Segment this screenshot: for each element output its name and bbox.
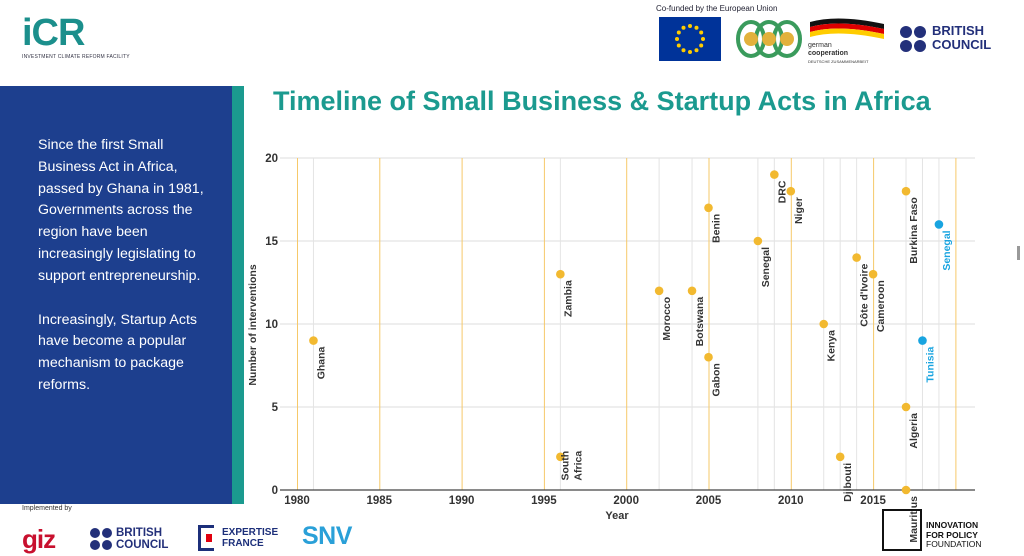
data-point: [901, 186, 911, 196]
british-council-footer-logo: BRITISH COUNCIL: [90, 526, 190, 554]
german-coop-line-1: german: [808, 42, 832, 49]
acp-logo: [735, 16, 803, 62]
snv-logo: SNV: [302, 522, 352, 550]
data-point: [654, 286, 664, 296]
data-point: [868, 269, 878, 279]
innovation-for-policy-logo: INNOVATION FOR POLICY FOUNDATION: [882, 509, 1002, 555]
y-tick-label: 5: [272, 402, 279, 414]
data-label: Botswana: [694, 297, 706, 347]
eu-flag-logo: [659, 17, 721, 61]
data-label: Tunisia: [924, 346, 936, 382]
data-label: Africa: [572, 451, 584, 481]
german-flag-icon: [810, 18, 884, 39]
eu-stars-icon: [675, 24, 705, 54]
data-point: [835, 452, 845, 462]
data-point: [753, 236, 763, 246]
data-point: [704, 203, 713, 213]
data-label: Senegal: [941, 230, 953, 270]
y-tick-label: 15: [265, 236, 278, 248]
data-label: DRC: [776, 180, 788, 203]
data-point: [819, 319, 829, 329]
scrollbar-thumb[interactable]: [1017, 246, 1020, 260]
y-tick-label: 20: [265, 153, 278, 165]
sidebar-panel: [0, 86, 232, 504]
ipf-square-icon: [882, 509, 922, 551]
expertise-france-line-1: EXPERTISE: [222, 527, 279, 538]
ipf-line-3: FOUNDATION: [926, 539, 982, 549]
acp-rings-icon: [736, 20, 802, 58]
sidebar-paragraph-2: Increasingly, Startup Acts have become a…: [38, 311, 198, 393]
data-point: [852, 253, 861, 262]
sidebar-accent-stripe: [232, 86, 244, 504]
german-coop-line-3: DEUTSCHE ZUSAMMENARBEIT: [808, 59, 869, 64]
british-council-footer-line-2: COUNCIL: [116, 539, 169, 551]
cofunded-text: Co-funded by the European Union: [656, 4, 778, 13]
data-label: Côte d'Ivoire: [859, 263, 871, 326]
british-council-footer-line-1: BRITISH: [116, 527, 162, 539]
icr-logo-text: iCR: [22, 12, 85, 54]
data-label: Kenya: [826, 330, 838, 362]
x-axis-label: Year: [605, 510, 629, 522]
expertise-france-logo: EXPERTISE FRANCE: [198, 525, 288, 553]
x-tick-label: 1980: [284, 495, 310, 507]
data-label: Algeria: [908, 413, 920, 449]
data-label: Ghana: [315, 346, 327, 379]
expertise-france-line-2: FRANCE: [222, 538, 264, 549]
data-point: [556, 269, 565, 279]
data-label: Gabon: [711, 363, 723, 396]
data-point: [901, 485, 911, 495]
data-label: Djibouti: [842, 463, 854, 502]
data-point: [704, 352, 713, 362]
data-point: [556, 452, 565, 462]
giz-logo: giz: [22, 524, 56, 554]
data-point: [786, 186, 796, 196]
icr-logo-subtitle: INVESTMENT CLIMATE REFORM FACILITY: [22, 54, 130, 60]
data-point: [309, 336, 318, 345]
data-label: Cameroon: [875, 280, 887, 332]
icr-logo: iCR INVESTMENT CLIMATE REFORM FACILITY: [22, 12, 130, 64]
y-tick-label: 0: [272, 485, 278, 497]
british-council-line-2: COUNCIL: [932, 37, 992, 52]
british-council-line-1: BRITISH: [932, 23, 984, 38]
data-point: [901, 402, 911, 412]
data-label: Senegal: [760, 247, 772, 287]
data-label: South: [559, 451, 571, 481]
chart-title: Timeline of Small Business & Startup Act…: [273, 86, 931, 116]
sidebar-text: Since the first Small Business Act in Af…: [38, 135, 223, 419]
x-tick-label: 1990: [449, 495, 475, 507]
ipf-line-2: FOR POLICY: [926, 529, 978, 540]
x-tick-label: 2005: [696, 495, 722, 507]
sidebar-paragraph-1: Since the first Small Business Act in Af…: [38, 137, 204, 284]
x-tick-label: 1985: [367, 495, 393, 507]
data-point: [934, 220, 944, 229]
data-label: Mauritius: [908, 496, 920, 543]
british-council-footer-dots-icon: [90, 528, 118, 556]
data-label: Morocco: [661, 297, 673, 341]
german-cooperation-logo: german cooperation DEUTSCHE ZUSAMMENARBE…: [808, 16, 886, 64]
data-label: Niger: [793, 197, 805, 224]
german-coop-line-2: cooperation: [808, 50, 849, 57]
x-tick-label: 2010: [778, 495, 804, 507]
x-tick-label: 2000: [613, 495, 639, 507]
expertise-france-mark-icon: [198, 525, 214, 551]
british-council-dots-icon: [900, 26, 928, 54]
data-label: Benin: [711, 214, 723, 243]
data-label: Burkina Faso: [908, 197, 920, 264]
ipf-line-1: INNOVATION: [926, 520, 979, 530]
british-council-logo: BRITISH COUNCIL: [900, 22, 1000, 56]
data-label: Zambia: [562, 280, 574, 317]
x-tick-label: 1995: [531, 495, 557, 507]
data-point: [770, 170, 779, 179]
data-point: [918, 336, 927, 345]
data-point: [687, 286, 697, 296]
x-tick-label: 2015: [860, 495, 886, 507]
y-tick-label: 10: [265, 319, 278, 331]
implemented-by-label: Implemented by: [22, 505, 72, 512]
